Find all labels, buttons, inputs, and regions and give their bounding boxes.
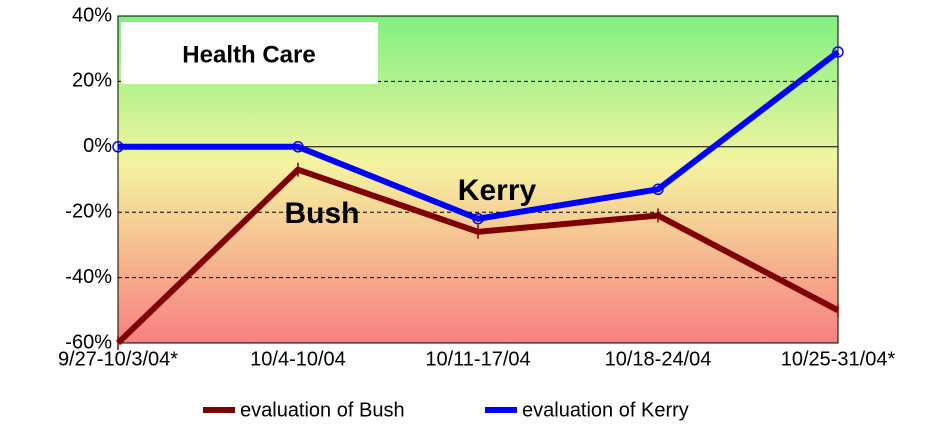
data-point bbox=[472, 212, 484, 225]
x-tick-label: 10/18-24/04 bbox=[605, 348, 712, 370]
x-tick-label: 10/25-31/04* bbox=[781, 348, 896, 370]
y-tick-label: -40% bbox=[65, 266, 112, 288]
annotation: Kerry bbox=[458, 174, 537, 207]
y-tick-label: 20% bbox=[72, 70, 112, 92]
annotation: Bush bbox=[285, 197, 360, 230]
y-tick-label: 0% bbox=[83, 135, 112, 157]
y-tick-label: -20% bbox=[65, 200, 112, 222]
data-point bbox=[292, 141, 304, 153]
legend-label: evaluation of Kerry bbox=[522, 399, 689, 421]
data-point bbox=[652, 183, 664, 196]
data-point bbox=[112, 141, 124, 153]
annotation: Health Care bbox=[182, 41, 315, 68]
y-tick-label: 40% bbox=[72, 4, 112, 26]
data-point bbox=[832, 46, 844, 58]
y-tick-label: -60% bbox=[65, 331, 112, 353]
x-tick-label: 10/4-10/04 bbox=[250, 348, 346, 370]
annotation-box bbox=[121, 22, 378, 84]
x-tick-label: 10/11-17/04 bbox=[425, 348, 530, 370]
data-line bbox=[118, 49, 840, 222]
x-tick-label: 9/27-10/3/04* bbox=[58, 348, 178, 370]
legend-label: evaluation of Bush bbox=[240, 399, 405, 421]
